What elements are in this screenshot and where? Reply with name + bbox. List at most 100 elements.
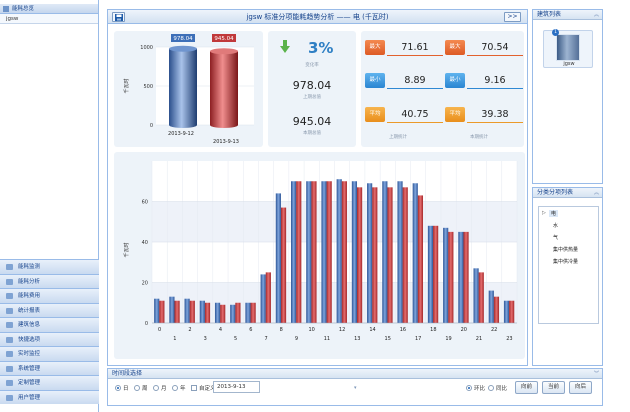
nav-item-4[interactable]: 建筑信息 <box>0 317 99 332</box>
nav-building-jgsw[interactable]: jgsw <box>0 14 98 24</box>
bar-series0-14 <box>367 183 373 323</box>
home-icon <box>3 6 9 12</box>
radio-week[interactable] <box>134 385 140 391</box>
bar-series0-1 <box>169 296 175 323</box>
prev-avg-stat: 平均 40.75 <box>365 106 443 123</box>
bar-series1-6 <box>250 302 256 323</box>
nav-item-6[interactable]: 实时监控 <box>0 346 99 361</box>
bar-series0-3 <box>199 300 205 323</box>
nav-item-label: 能耗费用 <box>18 293 41 299</box>
bar-series0-6 <box>245 302 251 323</box>
category-list-title: 分类分项列表 <box>537 189 574 196</box>
nav-building-label: jgsw <box>6 16 19 22</box>
category-tree: ▷ 电 水 气 集中供热量 集中供冷量 <box>538 206 599 324</box>
nav-item-3[interactable]: 统计报表 <box>0 302 99 317</box>
collapse-icon[interactable]: ︽ <box>593 12 599 18</box>
bar-series1-18 <box>433 225 439 323</box>
save-icon <box>115 14 123 21</box>
value-badge <box>212 34 236 42</box>
nav-item-label: 统计报表 <box>18 307 41 314</box>
collapse-icon[interactable]: ︾ <box>593 371 599 377</box>
nav-item-1[interactable]: 能耗分析 <box>0 273 99 288</box>
x-tick-label: 17 <box>415 336 421 342</box>
nav-item-9[interactable]: 用户管理 <box>0 389 99 404</box>
x-tick-label: 2013-9-13 <box>213 139 239 145</box>
save-button[interactable] <box>112 12 125 22</box>
curr-max-value: 70.54 <box>481 42 509 53</box>
bar-series1-5 <box>235 302 241 323</box>
radio-month-label: 月 <box>161 386 167 392</box>
change-rate-card: 3% 变化率 978.04 上期总值 945.04 本期总值 <box>268 31 356 147</box>
calendar-dropdown-icon[interactable]: ▾ <box>354 385 357 391</box>
bar-series1-20 <box>463 231 469 323</box>
bar-series1-15 <box>387 187 393 323</box>
y-tick-label: 40 <box>142 240 148 246</box>
tree-item-heating[interactable]: 集中供热量 <box>553 247 579 253</box>
bar-series0-5 <box>230 304 236 323</box>
category-list-header: 分类分项列表 ︽ <box>533 188 602 198</box>
tree-item-water[interactable]: 水 <box>553 223 559 229</box>
building-list-header: 建筑列表 ︽ <box>533 10 602 20</box>
min-badge: 最小 <box>365 73 385 88</box>
x-tick-label: 13 <box>354 336 360 342</box>
bar-series1-13 <box>357 187 363 323</box>
cylinder-cap <box>210 48 238 55</box>
next-period-button[interactable]: 向后 <box>569 381 592 394</box>
y-tick-label: 500 <box>143 84 153 90</box>
nav-item-label: 用户管理 <box>18 394 41 401</box>
prev-period-button[interactable]: 向前 <box>515 381 538 394</box>
radio-year[interactable] <box>172 385 178 391</box>
prev-stats-label: 上期统计 <box>389 135 407 140</box>
x-tick-label: 5 <box>234 336 237 342</box>
change-rate-label: 变化率 <box>305 63 319 68</box>
current-period-button[interactable]: 当前 <box>542 381 565 394</box>
custom-range-checkbox[interactable] <box>191 385 197 391</box>
nav-item-0[interactable]: 能耗监测 <box>0 259 99 274</box>
radio-month[interactable] <box>153 385 159 391</box>
bar-series1-16 <box>402 187 408 323</box>
date-input[interactable]: 2013-9-13 ▾ <box>213 381 357 393</box>
tree-item-gas[interactable]: 气 <box>553 235 559 241</box>
value-label: 978.04 <box>173 36 193 42</box>
radio-day[interactable] <box>115 385 121 391</box>
next-page-button[interactable]: >> <box>504 12 521 22</box>
nav-item-7[interactable]: 系统管理 <box>0 360 99 375</box>
y-tick-label: 1000 <box>140 45 153 51</box>
max-badge: 最大 <box>445 40 465 55</box>
bar-series0-11 <box>321 181 327 323</box>
bar-series1-23 <box>509 300 515 323</box>
nav-item-5[interactable]: 快捷选项 <box>0 331 99 346</box>
prev-max-value: 71.61 <box>401 42 429 53</box>
nav-item-8[interactable]: 定制管理 <box>0 375 99 390</box>
tree-item-electricity[interactable]: 电 <box>549 210 559 217</box>
nav-item-2[interactable]: 能耗费用 <box>0 288 99 303</box>
collapse-icon[interactable]: ︽ <box>593 190 599 196</box>
radio-hb[interactable] <box>466 385 472 391</box>
cylinder-body <box>169 48 197 126</box>
tree-item-cooling[interactable]: 集中供冷量 <box>553 259 579 265</box>
min-badge: 最小 <box>445 73 465 88</box>
cylinder-cap <box>169 45 197 52</box>
bar-series1-7 <box>265 272 271 323</box>
building-card[interactable]: 1 jgsw <box>543 29 593 68</box>
x-tick-label: 20 <box>461 327 467 333</box>
max-badge: 最大 <box>365 40 385 55</box>
x-tick-label: 12 <box>339 327 345 333</box>
nav-overview[interactable]: 能耗总览 <box>0 4 98 14</box>
x-tick-label: 16 <box>400 327 406 333</box>
bar-series0-15 <box>382 181 388 323</box>
y-axis-label: 千瓦时 <box>123 78 130 93</box>
x-tick-label: 8 <box>280 327 283 333</box>
curr-max-stat: 最大 70.54 <box>445 39 523 56</box>
radio-hb-label: 环比 <box>474 386 486 392</box>
nav-item-label: 建筑信息 <box>18 322 41 328</box>
nav-module-list: 能耗监测 能耗分析能耗费用统计报表建筑信息快捷选项 实时监控 系统管理 定制管理用户管理 <box>0 259 99 404</box>
total-comparison-card: 0 500 1000 千瓦时 978.04 945.04 2013-9-12 2013-9-1… <box>114 31 263 147</box>
radio-tb[interactable] <box>488 385 494 391</box>
expand-icon[interactable]: ▷ <box>542 210 546 216</box>
bar-series1-11 <box>326 181 332 323</box>
nav-item-icon <box>6 278 13 285</box>
prev-total-value: 978.04 <box>292 79 332 92</box>
x-tick-label: 14 <box>369 327 375 333</box>
building-list-panel: 建筑列表 ︽ 1 jgsw <box>532 9 603 184</box>
